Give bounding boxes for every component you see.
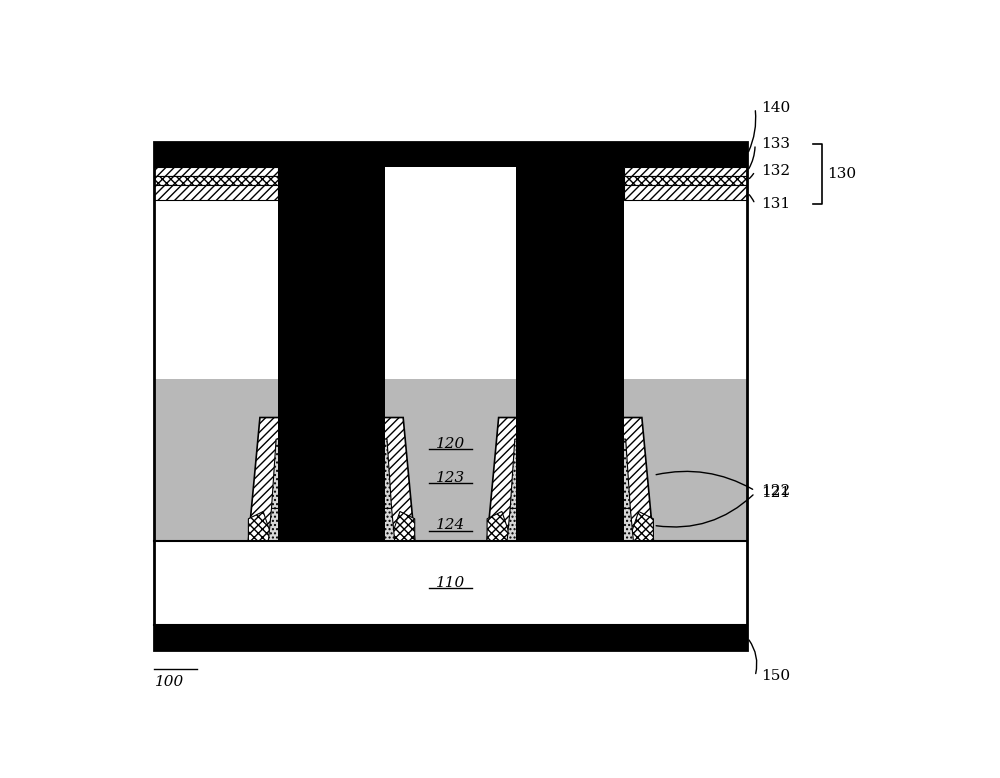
- Polygon shape: [629, 511, 653, 541]
- Text: 130: 130: [827, 167, 856, 181]
- Polygon shape: [248, 511, 273, 541]
- Bar: [516, 166, 624, 541]
- Bar: [624, 185, 747, 201]
- Text: 131: 131: [761, 198, 790, 212]
- Polygon shape: [268, 508, 395, 541]
- Bar: [154, 176, 278, 185]
- Text: 110: 110: [436, 576, 466, 590]
- Polygon shape: [510, 439, 630, 508]
- Polygon shape: [271, 439, 392, 508]
- Text: 124: 124: [436, 518, 466, 532]
- Bar: [154, 185, 278, 201]
- Text: 133: 133: [761, 137, 790, 151]
- Polygon shape: [507, 508, 633, 541]
- Text: 123: 123: [436, 471, 466, 485]
- Text: 120: 120: [436, 436, 466, 450]
- Text: 121: 121: [761, 486, 790, 500]
- Polygon shape: [390, 511, 415, 541]
- Text: 140: 140: [761, 101, 790, 115]
- Text: 132: 132: [761, 164, 790, 178]
- Text: 150: 150: [761, 669, 790, 683]
- Bar: [154, 142, 747, 650]
- Text: 122: 122: [761, 484, 790, 498]
- Polygon shape: [487, 418, 653, 541]
- Bar: [624, 176, 747, 185]
- Bar: [154, 166, 278, 176]
- Bar: [154, 626, 747, 650]
- Bar: [154, 541, 747, 626]
- Polygon shape: [248, 418, 415, 541]
- Polygon shape: [487, 511, 512, 541]
- Bar: [154, 379, 747, 541]
- Bar: [154, 142, 747, 166]
- Bar: [624, 166, 747, 176]
- Bar: [278, 166, 385, 541]
- Text: 100: 100: [154, 675, 184, 689]
